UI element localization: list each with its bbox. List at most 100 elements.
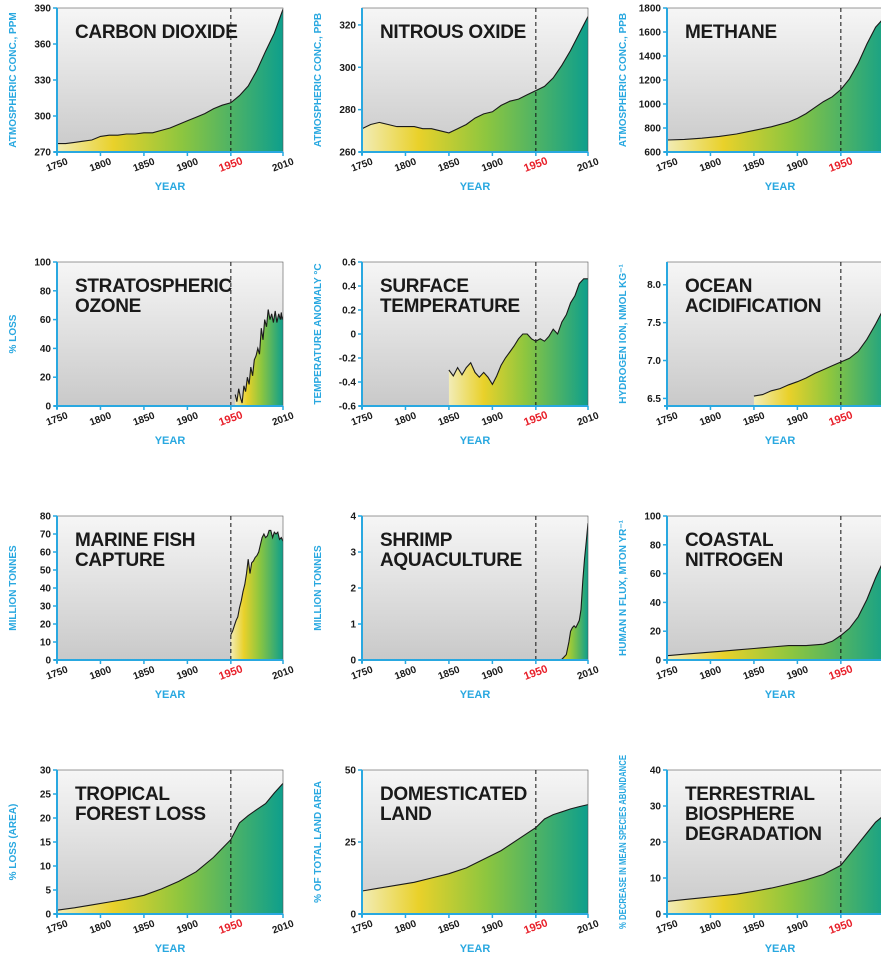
x-tick-label: 1850: [437, 918, 462, 936]
x-tick-label: 1750: [350, 156, 375, 174]
chart-shrimp: 0 1 2 3 4 1750 1800 1850 1900 1950 2010 YEAR MILLION…: [313, 512, 601, 702]
y-tick-label: 260: [339, 148, 356, 159]
x-tick-label: 1750: [350, 918, 375, 936]
y-tick-label: 30: [650, 802, 662, 813]
chart-fish: 0 10 20 30 40 50 60 70 80 1750 1800 1850 1900 1950 201…: [8, 512, 296, 702]
x-tick-label: 1950: [827, 917, 854, 937]
chart-title: COASTAL: [685, 530, 774, 551]
y-tick-label: 40: [650, 598, 662, 609]
y-axis-label: % LOSS: [8, 314, 19, 353]
y-axis-label: % OF TOTAL LAND AREA: [313, 781, 324, 903]
x-tick-label: 1750: [655, 410, 680, 428]
x-tick-label: 1950: [522, 155, 549, 175]
y-tick-label: 2: [350, 584, 356, 595]
x-tick-label: 1800: [698, 918, 723, 936]
x-tick-label: 1900: [785, 410, 810, 428]
chart-title: OCEAN: [685, 276, 752, 297]
chart-title: BIOSPHERE: [685, 804, 794, 825]
y-tick-label: 80: [650, 540, 662, 551]
y-tick-label: 40: [40, 344, 52, 355]
y-tick-label: 25: [345, 838, 357, 849]
y-tick-label: 5: [45, 886, 51, 897]
x-axis-label: YEAR: [155, 943, 186, 955]
chart-title: STRATOSPHERIC: [75, 276, 232, 297]
y-tick-label: 320: [339, 20, 356, 31]
x-tick-label: 1800: [393, 918, 418, 936]
chart-n2o: 260 280 300 320 1750 1800 1850 1900 1950 2010 YEAR…: [313, 7, 601, 193]
x-axis-label: YEAR: [460, 181, 491, 193]
chart-title: NITROGEN: [685, 550, 783, 571]
y-tick-label: 0: [655, 910, 661, 921]
x-tick-label: 1850: [437, 664, 462, 682]
x-tick-label: 1850: [437, 156, 462, 174]
chart-nitrogen: 020406080100175018001850190019502010YEAR…: [618, 512, 881, 701]
y-tick-label: 800: [644, 124, 661, 135]
x-tick-label: 1800: [393, 156, 418, 174]
chart-title: FOREST LOSS: [75, 804, 206, 825]
y-tick-label: 1: [350, 620, 356, 631]
series-line: [667, 564, 881, 657]
y-tick-label: 50: [345, 766, 357, 777]
y-axis-label: ATMOSPHERIC CONC., PPB: [618, 13, 629, 147]
x-tick-label: 1850: [742, 156, 767, 174]
series-area: [667, 566, 881, 660]
series-area: [667, 817, 881, 914]
x-tick-label: 1900: [785, 156, 810, 174]
x-tick-label: 2010: [576, 410, 601, 428]
series-area: [448, 278, 588, 406]
x-tick-label: 1850: [132, 156, 157, 174]
series-line: [753, 312, 881, 397]
x-tick-label: 1900: [175, 410, 200, 428]
x-tick-label: 2010: [576, 918, 601, 936]
x-tick-label: 1750: [45, 918, 70, 936]
y-tick-label: -0.4: [339, 378, 357, 389]
y-tick-label: 0: [350, 330, 356, 341]
chart-title: TERRESTRIAL: [685, 784, 815, 805]
x-tick-label: 1800: [698, 664, 723, 682]
x-tick-label: 1850: [742, 664, 767, 682]
plot-background: [362, 516, 588, 660]
y-tick-label: -0.2: [339, 354, 357, 365]
y-axis-label: HUMAN N FLUX, MTON YR⁻¹: [618, 519, 629, 656]
x-tick-label: 1750: [350, 410, 375, 428]
chart-title: TROPICAL: [75, 784, 170, 805]
x-tick-label: 1800: [88, 156, 113, 174]
y-tick-label: 0: [350, 656, 356, 667]
y-tick-label: 20: [40, 814, 52, 825]
chart-temp: -0.6 -0.4 -0.2 0 0.2 0.4 0.6 1750 1800 1850 1900 19…: [313, 258, 601, 448]
y-axis-label: ATMOSPHERIC CONC., PPM: [8, 12, 19, 147]
chart-land: 0 25 50 1750 1800 1850 1900 1950 2010 YEAR % OF TO…: [313, 766, 601, 956]
y-tick-label: 300: [339, 63, 356, 74]
x-tick-label: 1850: [132, 410, 157, 428]
x-tick-label: 1900: [785, 664, 810, 682]
y-tick-label: 270: [34, 148, 51, 159]
y-axis-label: ATMOSPHERIC CONC., PPB: [313, 13, 324, 147]
x-tick-label: 1800: [88, 410, 113, 428]
x-tick-label: 1750: [45, 156, 70, 174]
y-tick-label: 20: [40, 620, 52, 631]
series-line: [553, 523, 588, 660]
chart-title: CARBON DIOXIDE: [75, 22, 238, 43]
series-line: [230, 529, 283, 636]
series-line: [667, 20, 881, 141]
x-tick-label: 2010: [271, 410, 296, 428]
y-tick-label: 40: [650, 766, 662, 777]
series-line: [57, 783, 283, 911]
y-tick-label: -0.6: [339, 402, 357, 413]
y-axis-label: MILLION TONNES: [313, 545, 324, 631]
chart-title: DOMESTICATED: [380, 784, 527, 805]
x-tick-label: 1800: [88, 664, 113, 682]
series-line: [667, 817, 881, 902]
chart-title: ACIDIFICATION: [685, 296, 821, 317]
series-line: [57, 9, 283, 145]
y-axis-label: % DECREASE IN MEAN SPECIES ABUNDANCE: [618, 755, 629, 929]
x-tick-label: 1950: [217, 155, 244, 175]
x-tick-label: 1850: [132, 664, 157, 682]
series-line: [448, 278, 588, 386]
x-tick-label: 1800: [698, 410, 723, 428]
y-tick-label: 10: [650, 874, 662, 885]
y-tick-label: 60: [40, 548, 52, 559]
x-tick-label: 1900: [480, 918, 505, 936]
x-axis-label: YEAR: [155, 689, 186, 701]
y-tick-label: 1200: [639, 76, 662, 87]
